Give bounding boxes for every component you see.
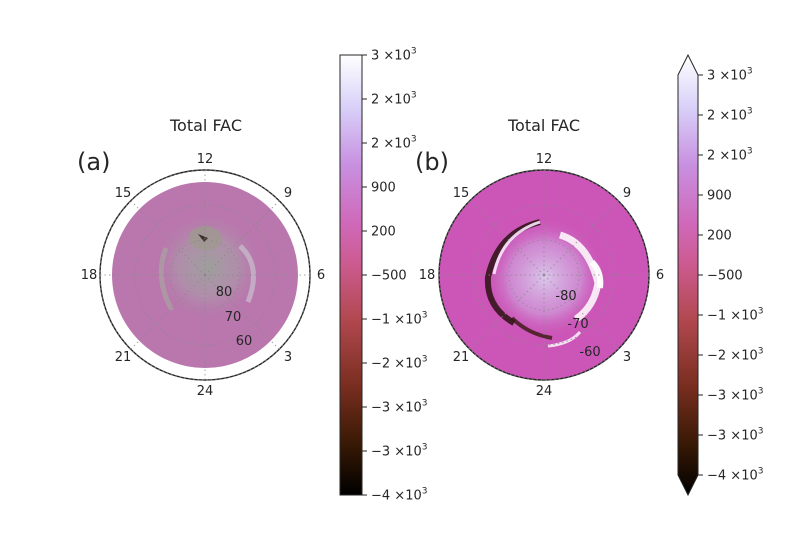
mlt-label: 9 — [623, 186, 631, 201]
mlt-label: 24 — [197, 384, 214, 399]
colorbar-tick-label: 2 ×103 — [371, 135, 417, 152]
lat-label: -70 — [567, 317, 588, 332]
mlt-label: 15 — [453, 186, 470, 201]
grid-spoke — [128, 274, 206, 352]
colorbar-a-ticks: 3 ×103 2 ×103 2 ×103 900 200 −500 −1 ×103 −2 ×1… — [362, 47, 427, 504]
colorbar-tick-label: 2 ×103 — [371, 91, 417, 108]
mlt-label: 21 — [453, 350, 470, 365]
grid-spoke — [128, 198, 206, 276]
colorbar-tick-label: 200 — [707, 229, 732, 244]
lat-label: -60 — [579, 345, 600, 360]
colorbar-tick-label: 200 — [371, 225, 396, 240]
mlt-label: 9 — [284, 186, 292, 201]
mlt-label: 18 — [81, 268, 98, 283]
lat-label: 80 — [216, 285, 233, 300]
mlt-label: 3 — [623, 350, 631, 365]
colorbar-a: 3 ×103 2 ×103 2 ×103 900 200 −500 −1 ×103 −2 ×1… — [339, 47, 427, 504]
panel-a-grid — [97, 167, 313, 383]
colorbar-a-scale — [339, 54, 363, 496]
grid-spoke — [204, 274, 282, 352]
mlt-label: 3 — [284, 350, 292, 365]
grid-ring — [169, 239, 241, 311]
lat-label: 60 — [236, 334, 253, 349]
lat-label: 70 — [225, 310, 242, 325]
panel-b-label: (b) — [415, 148, 449, 176]
panel-b-lat-labels: -80 -70 -60 — [555, 289, 600, 360]
panel-a: (a) Total FAC 12 15 18 21 24 3 6 9 80 70… — [77, 116, 325, 399]
mlt-label: 6 — [317, 268, 325, 283]
panel-b-grid — [438, 169, 650, 381]
colorbar-tick-label: −2 ×103 — [371, 355, 427, 372]
mlt-label: 12 — [536, 152, 553, 167]
colorbar-tick-label: 3 ×103 — [371, 47, 417, 64]
panel-b-mlt-labels: 12 15 18 21 24 3 6 9 — [419, 152, 664, 399]
panel-b-structure — [484, 218, 605, 348]
colorbar-tick-label: −3 ×103 — [371, 399, 427, 416]
mlt-label: 12 — [197, 152, 214, 167]
panel-b-title: Total FAC — [507, 116, 580, 135]
colorbar-tick-label: 900 — [707, 189, 732, 204]
colorbar-tick-label: −500 — [707, 269, 743, 284]
colorbar-tick-label: 2 ×103 — [707, 107, 753, 124]
panel-a-label: (a) — [77, 148, 110, 176]
colorbar-b-scale — [677, 53, 699, 497]
colorbar-b: 3 ×103 2 ×103 2 ×103 900 200 −500 −1 ×103 −2 ×1… — [677, 53, 763, 497]
panel-a-mlt-labels: 12 15 18 21 24 3 6 9 — [81, 152, 325, 399]
colorbar-tick-label: −3 ×103 — [707, 387, 763, 404]
colorbar-tick-label: −500 — [371, 269, 407, 284]
colorbar-tick-label: 900 — [371, 181, 396, 196]
colorbar-tick-label: −2 ×103 — [707, 347, 763, 364]
mlt-label: 21 — [115, 350, 132, 365]
panel-a-lat-labels: 80 70 60 — [216, 285, 253, 349]
colorbar-tick-label: −1 ×103 — [371, 311, 427, 328]
colorbar-tick-label: −1 ×103 — [707, 307, 763, 324]
grid-ring — [134, 204, 276, 346]
colorbar-tick-label: −3 ×103 — [707, 427, 763, 444]
mlt-label: 15 — [115, 186, 132, 201]
grid-ring — [473, 204, 615, 346]
colorbar-tick-label: −3 ×103 — [371, 443, 427, 460]
mlt-label: 18 — [419, 268, 436, 283]
panel-b: (b) Total FAC 12 15 18 21 24 3 6 9 -80 -… — [415, 116, 664, 399]
panel-a-title: Total FAC — [169, 116, 242, 135]
colorbar-tick-label: 2 ×103 — [707, 147, 753, 164]
mlt-label: 6 — [656, 268, 664, 283]
grid-ring — [508, 239, 580, 311]
colorbar-tick-label: −4 ×103 — [707, 467, 763, 484]
grid-spoke — [204, 198, 282, 276]
colorbar-tick-label: 3 ×103 — [707, 67, 753, 84]
lat-label: -80 — [555, 289, 576, 304]
colorbar-b-ticks: 3 ×103 2 ×103 2 ×103 900 200 −500 −1 ×103 −2 ×1… — [698, 67, 763, 484]
colorbar-tick-label: −4 ×103 — [371, 487, 427, 504]
mlt-label: 24 — [536, 384, 553, 399]
